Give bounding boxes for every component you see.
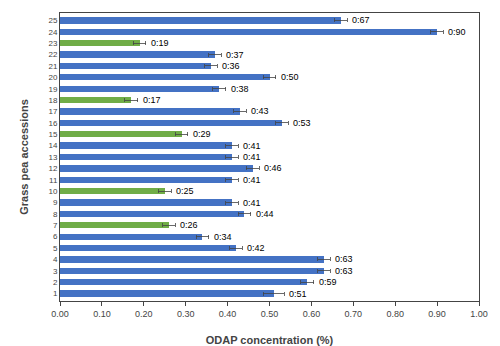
svg-text:0:19: 0:19 xyxy=(151,38,169,48)
svg-text:15: 15 xyxy=(48,130,57,139)
svg-text:21: 21 xyxy=(48,62,57,71)
svg-text:7: 7 xyxy=(53,221,58,230)
svg-text:0:37: 0:37 xyxy=(226,50,244,60)
svg-text:10: 10 xyxy=(48,187,57,196)
svg-text:1: 1 xyxy=(53,289,58,298)
svg-text:0:42: 0:42 xyxy=(247,243,265,253)
svg-text:6: 6 xyxy=(53,232,58,241)
svg-text:0.60: 0.60 xyxy=(303,309,321,319)
svg-text:0:63: 0:63 xyxy=(335,266,353,276)
svg-text:0:26: 0:26 xyxy=(180,220,198,230)
svg-text:22: 22 xyxy=(48,50,57,59)
svg-text:23: 23 xyxy=(48,39,57,48)
svg-text:0.50: 0.50 xyxy=(261,309,279,319)
svg-text:0.40: 0.40 xyxy=(219,309,237,319)
svg-text:0:59: 0:59 xyxy=(319,277,337,287)
svg-text:0:44: 0:44 xyxy=(256,209,274,219)
svg-text:0:34: 0:34 xyxy=(214,232,232,242)
svg-text:14: 14 xyxy=(48,141,57,150)
svg-text:0:17: 0:17 xyxy=(143,95,161,105)
svg-text:17: 17 xyxy=(48,107,57,116)
svg-text:0:67: 0:67 xyxy=(352,15,370,25)
svg-text:8: 8 xyxy=(53,210,58,219)
svg-text:19: 19 xyxy=(48,85,57,94)
svg-text:0:43: 0:43 xyxy=(251,106,269,116)
svg-text:11: 11 xyxy=(49,176,58,185)
svg-text:0:36: 0:36 xyxy=(222,61,240,71)
svg-text:4: 4 xyxy=(53,255,58,264)
svg-text:0:41: 0:41 xyxy=(243,175,261,185)
svg-text:2: 2 xyxy=(53,278,58,287)
svg-text:24: 24 xyxy=(48,28,57,37)
svg-text:0:25: 0:25 xyxy=(176,186,194,196)
svg-text:ODAP concentration (%): ODAP concentration (%) xyxy=(206,334,334,346)
svg-text:0:63: 0:63 xyxy=(335,254,353,264)
svg-text:3: 3 xyxy=(53,267,58,276)
svg-text:0.70: 0.70 xyxy=(345,309,363,319)
svg-text:0.80: 0.80 xyxy=(386,309,404,319)
svg-text:0.20: 0.20 xyxy=(135,309,153,319)
svg-text:Grass pea accessions: Grass pea accessions xyxy=(18,99,30,215)
svg-text:0:41: 0:41 xyxy=(243,198,261,208)
svg-text:0:46: 0:46 xyxy=(264,163,282,173)
svg-text:25: 25 xyxy=(48,16,57,25)
svg-text:0:41: 0:41 xyxy=(243,141,261,151)
svg-text:1.00: 1.00 xyxy=(470,309,488,319)
svg-text:20: 20 xyxy=(48,73,57,82)
svg-text:16: 16 xyxy=(48,119,57,128)
svg-text:0:51: 0:51 xyxy=(289,289,307,299)
svg-text:0.90: 0.90 xyxy=(428,309,446,319)
svg-text:0:50: 0:50 xyxy=(281,72,299,82)
svg-text:0:38: 0:38 xyxy=(231,84,249,94)
svg-text:0.10: 0.10 xyxy=(93,309,111,319)
svg-text:0.00: 0.00 xyxy=(51,309,69,319)
svg-text:12: 12 xyxy=(48,164,57,173)
svg-text:18: 18 xyxy=(48,96,57,105)
svg-text:5: 5 xyxy=(53,244,58,253)
svg-text:0:41: 0:41 xyxy=(243,152,261,162)
svg-text:0:29: 0:29 xyxy=(193,129,211,139)
svg-text:13: 13 xyxy=(48,153,57,162)
svg-text:0:53: 0:53 xyxy=(293,118,311,128)
svg-text:0:90: 0:90 xyxy=(448,27,466,37)
svg-text:9: 9 xyxy=(53,198,58,207)
svg-text:0.30: 0.30 xyxy=(177,309,195,319)
